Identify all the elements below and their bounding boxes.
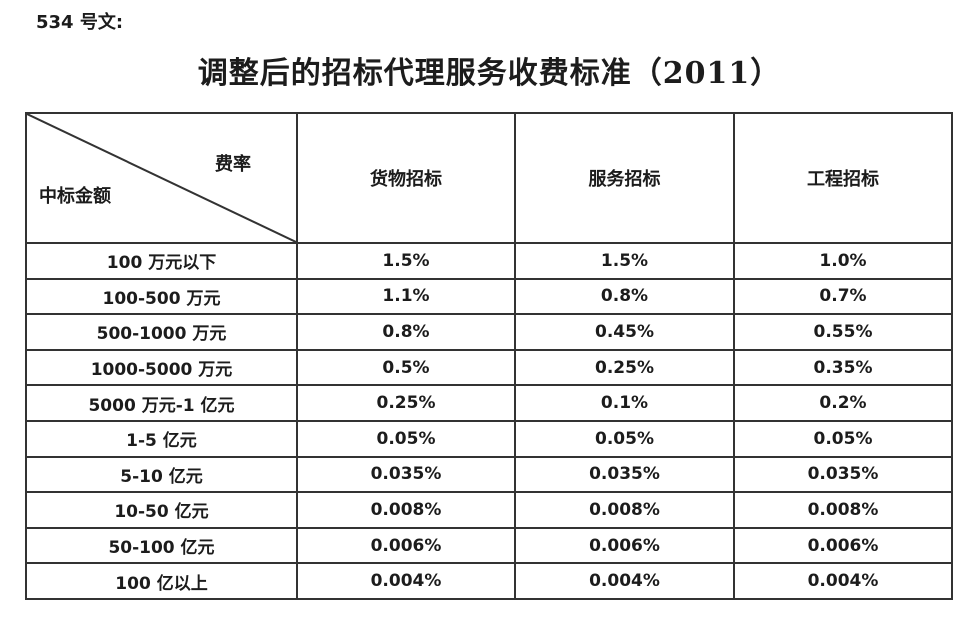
column-header-engineering: 工程招标 (733, 112, 953, 244)
rate-cell: 0.006% (296, 526, 516, 565)
rate-cell: 0.2% (733, 384, 953, 422)
rate-cell: 0.55% (733, 313, 953, 351)
column-header-services: 服务招标 (514, 112, 735, 244)
table-row: 100 亿以上 0.004% 0.004% 0.004% (25, 562, 953, 600)
rate-cell: 0.45% (514, 313, 735, 351)
rate-cell: 1.1% (296, 277, 516, 316)
amount-cell: 50-100 亿元 (25, 526, 298, 565)
rate-cell: 0.006% (514, 526, 735, 565)
table-row: 5000 万元-1 亿元 0.25% 0.1% 0.2% (25, 384, 953, 422)
amount-cell: 1-5 亿元 (25, 419, 298, 458)
fee-table: 费率 中标金额 货物招标 服务招标 工程招标 100 万元以下 1.5% 1.5% 1… (25, 112, 953, 600)
rate-cell: 0.035% (514, 455, 735, 494)
table-row: 500-1000 万元 0.8% 0.45% 0.55% (25, 313, 953, 351)
rate-cell: 0.25% (296, 384, 516, 422)
table-row: 5-10 亿元 0.035% 0.035% 0.035% (25, 455, 953, 494)
rate-cell: 0.004% (733, 562, 953, 600)
table-row: 10-50 亿元 0.008% 0.008% 0.008% (25, 491, 953, 529)
amount-cell: 1000-5000 万元 (25, 348, 298, 387)
rate-cell: 0.008% (514, 491, 735, 529)
table-row: 100-500 万元 1.1% 0.8% 0.7% (25, 277, 953, 316)
rate-cell: 0.004% (296, 562, 516, 600)
rate-cell: 0.7% (733, 277, 953, 316)
table-row: 1-5 亿元 0.05% 0.05% 0.05% (25, 419, 953, 458)
rate-cell: 1.5% (296, 242, 516, 280)
rate-cell: 0.5% (296, 348, 516, 387)
rate-cell: 0.35% (733, 348, 953, 387)
rate-cell: 0.004% (514, 562, 735, 600)
table-row: 1000-5000 万元 0.5% 0.25% 0.35% (25, 348, 953, 387)
corner-header-cell: 费率 中标金额 (25, 112, 298, 244)
amount-cell: 5000 万元-1 亿元 (25, 384, 298, 422)
amount-cell: 100 亿以上 (25, 562, 298, 600)
column-header-goods: 货物招标 (296, 112, 516, 244)
table-row: 100 万元以下 1.5% 1.5% 1.0% (25, 242, 953, 280)
fee-table-body: 100 万元以下 1.5% 1.5% 1.0% 100-500 万元 1.1% 0.8% 0.… (25, 242, 953, 600)
diagonal-line (28, 115, 295, 241)
page-title: 调整后的招标代理服务收费标准（2011） (197, 56, 782, 91)
corner-label-bid-amount: 中标金额 (39, 186, 111, 207)
rate-cell: 0.035% (733, 455, 953, 494)
header-row: 费率 中标金额 货物招标 服务招标 工程招标 (25, 112, 953, 244)
rate-cell: 0.8% (514, 277, 735, 316)
rate-cell: 0.1% (514, 384, 735, 422)
rate-cell: 0.25% (514, 348, 735, 387)
rate-cell: 0.035% (296, 455, 516, 494)
rate-cell: 0.05% (514, 419, 735, 458)
rate-cell: 0.008% (296, 491, 516, 529)
rate-cell: 0.05% (733, 419, 953, 458)
rate-cell: 0.05% (296, 419, 516, 458)
corner-label-fee-rate: 费率 (215, 154, 251, 175)
rate-cell: 1.5% (514, 242, 735, 280)
rate-cell: 0.006% (733, 526, 953, 565)
doc-number-label: 534 号文: (36, 12, 124, 33)
amount-cell: 10-50 亿元 (25, 491, 298, 529)
amount-cell: 500-1000 万元 (25, 313, 298, 351)
rate-cell: 0.008% (733, 491, 953, 529)
amount-cell: 5-10 亿元 (25, 455, 298, 494)
rate-cell: 1.0% (733, 242, 953, 280)
rate-cell: 0.8% (296, 313, 516, 351)
amount-cell: 100 万元以下 (25, 242, 298, 280)
table-row: 50-100 亿元 0.006% 0.006% 0.006% (25, 526, 953, 565)
amount-cell: 100-500 万元 (25, 277, 298, 316)
